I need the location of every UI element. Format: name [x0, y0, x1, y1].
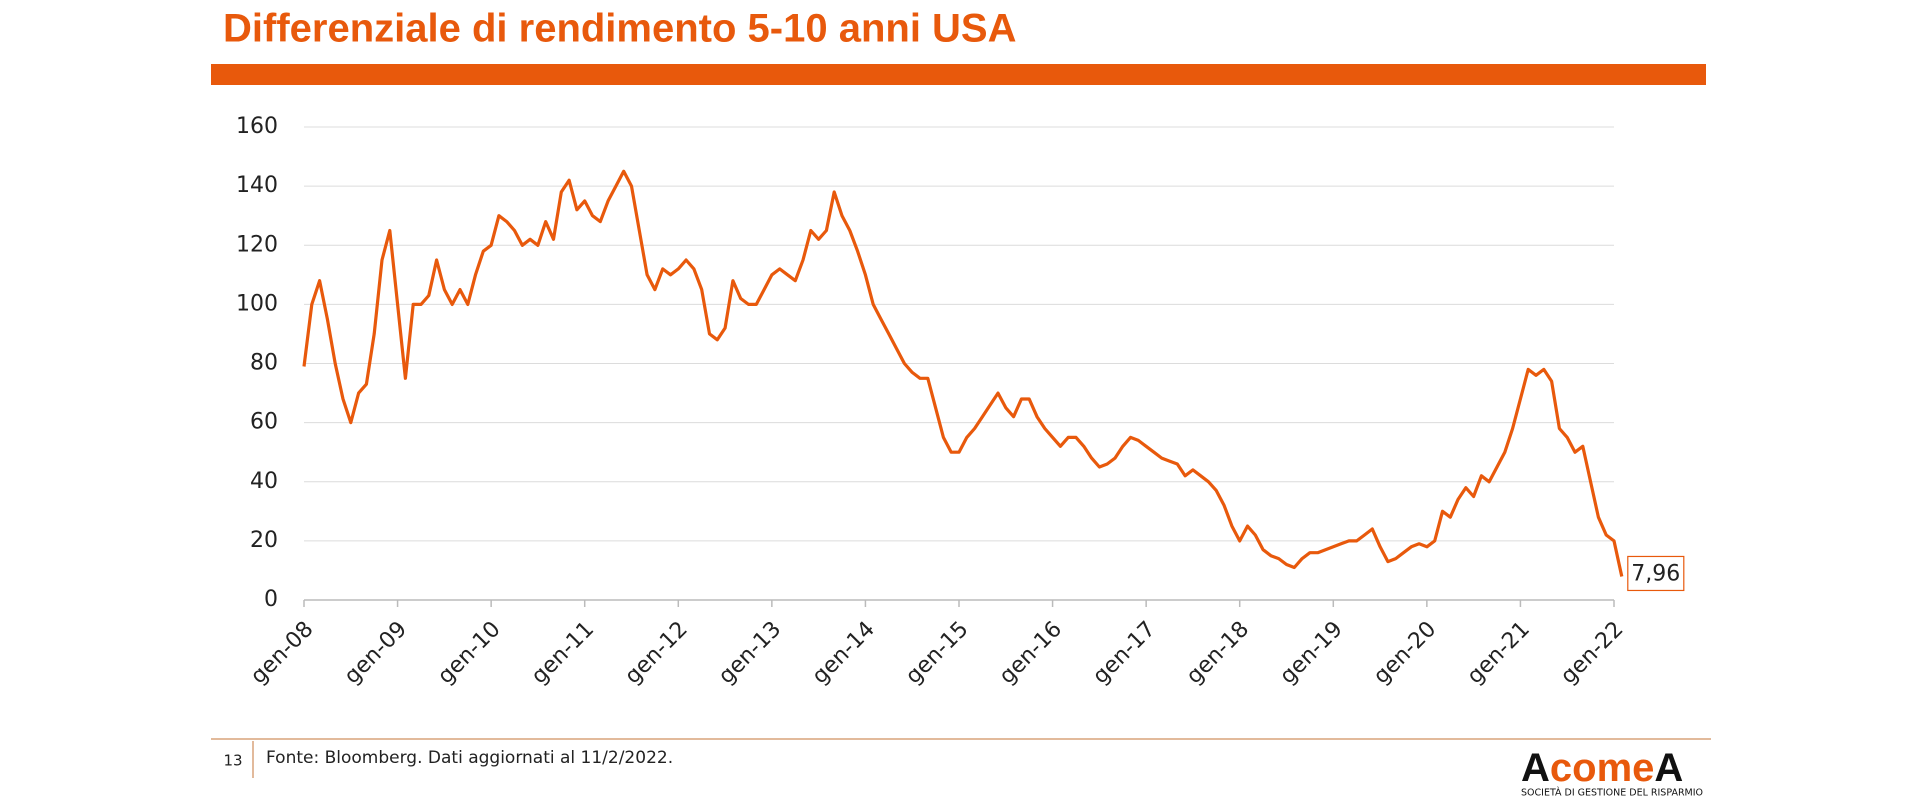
x-tick-label: gen-08 — [246, 617, 318, 689]
title-bar — [211, 64, 1706, 85]
x-tick-label: gen-15 — [901, 617, 973, 689]
x-tick-label: gen-17 — [1088, 617, 1160, 689]
chart-title: Differenziale di rendimento 5-10 anni US… — [223, 7, 1017, 51]
y-tick-label: 160 — [236, 114, 278, 139]
x-tick-label: gen-10 — [433, 617, 505, 689]
x-tick-label: gen-09 — [340, 617, 412, 689]
logo: AcomeA — [1521, 746, 1683, 790]
logo-part: come — [1550, 746, 1655, 790]
y-tick-label: 20 — [250, 528, 278, 553]
value-label: 7,96 — [1631, 561, 1680, 586]
x-tick-label: gen-19 — [1275, 617, 1347, 689]
x-tick-label: gen-18 — [1182, 617, 1254, 689]
page-number: 13 — [223, 752, 242, 770]
y-tick-label: 140 — [236, 173, 278, 198]
x-tick-label: gen-21 — [1463, 617, 1535, 689]
x-tick-label: gen-16 — [995, 617, 1067, 689]
logo-part: A — [1654, 746, 1683, 790]
y-tick-label: 40 — [250, 469, 278, 494]
logo-tagline: SOCIETÀ DI GESTIONE DEL RISPARMIO — [1521, 787, 1703, 799]
source-note: Fonte: Bloomberg. Dati aggiornati al 11/… — [266, 748, 673, 768]
x-tick-label: gen-22 — [1556, 617, 1628, 689]
x-tick-label: gen-20 — [1369, 617, 1441, 689]
y-tick-label: 100 — [236, 291, 278, 316]
x-tick-label: gen-11 — [527, 617, 599, 689]
y-tick-label: 0 — [264, 587, 278, 612]
x-tick-label: gen-12 — [620, 617, 692, 689]
y-tick-label: 80 — [250, 351, 278, 376]
y-tick-label: 120 — [236, 232, 278, 257]
y-tick-label: 60 — [250, 410, 278, 435]
logo-part: A — [1521, 746, 1550, 790]
x-tick-label: gen-13 — [714, 617, 786, 689]
x-tick-label: gen-14 — [808, 617, 880, 689]
line-series — [302, 169, 1624, 577]
value-label-box — [1627, 555, 1685, 592]
